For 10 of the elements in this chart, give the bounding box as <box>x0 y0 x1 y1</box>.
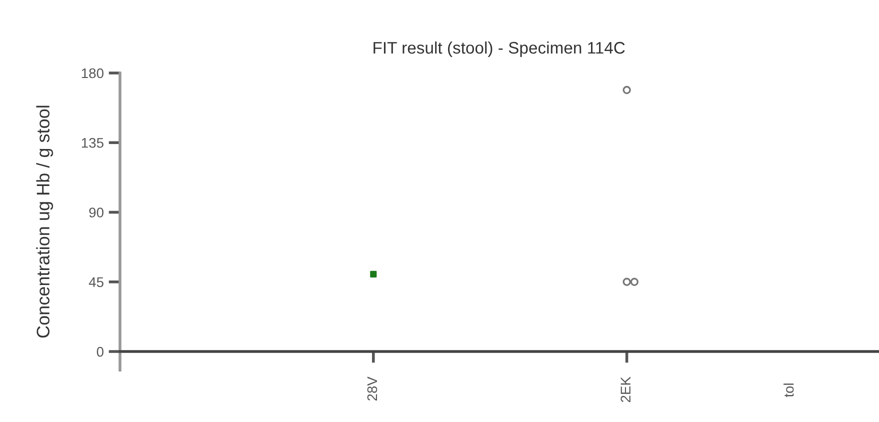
y-tick-label: 90 <box>89 208 104 218</box>
y-tick-label: 135 <box>82 138 104 148</box>
x-tick-label: 2EK <box>620 376 630 402</box>
y-tick-label: 45 <box>88 277 104 288</box>
y-tick-label: 0 <box>96 346 104 357</box>
y-axis-title: Concentration ug Hb / g stool <box>36 106 54 338</box>
text: tol <box>784 384 794 398</box>
x-tick-label: 28V <box>367 376 378 401</box>
y-tick-label: 180 <box>82 68 104 78</box>
chart-title: FIT result (stool) - Specimen 114C <box>374 41 625 58</box>
